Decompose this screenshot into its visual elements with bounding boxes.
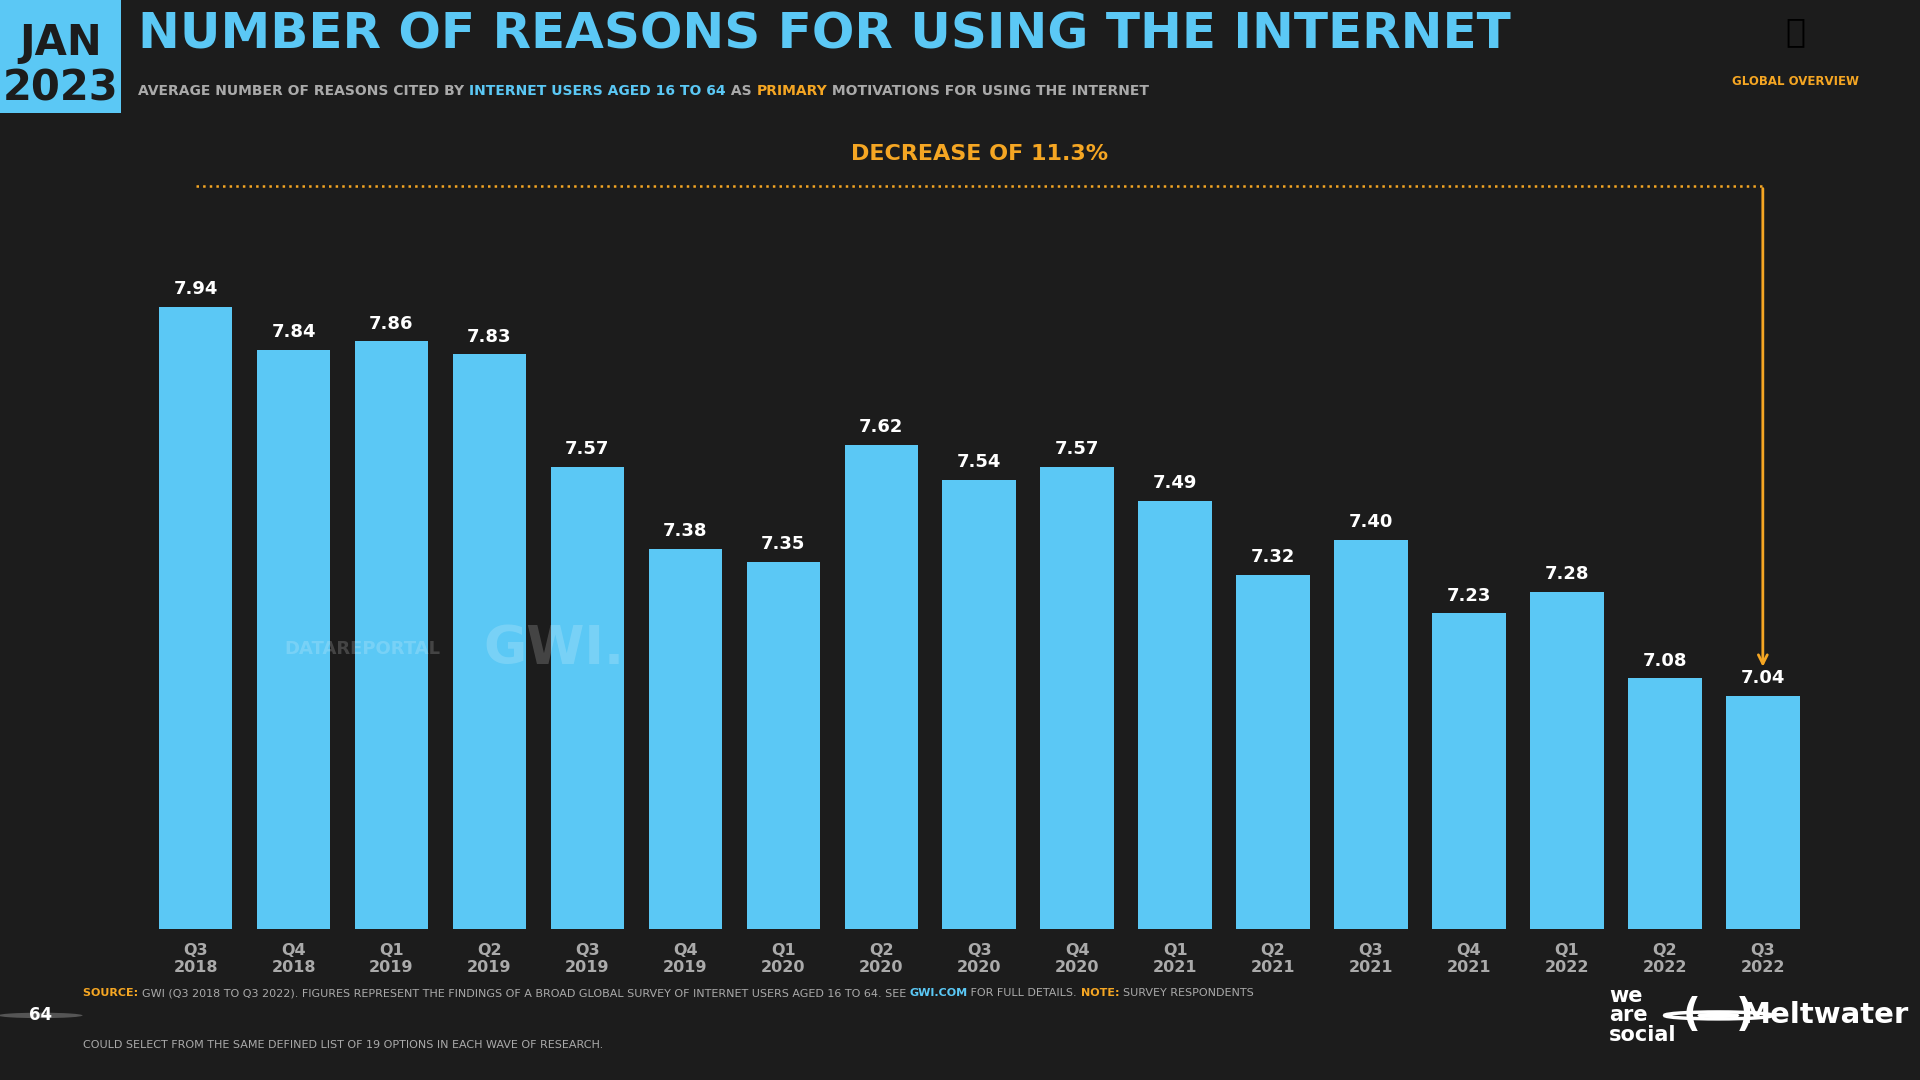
Text: GWI.COM: GWI.COM xyxy=(910,988,968,998)
Text: DATAREPORTAL: DATAREPORTAL xyxy=(284,639,440,658)
Text: 7.94: 7.94 xyxy=(173,280,217,298)
Text: MOTIVATIONS FOR USING THE INTERNET: MOTIVATIONS FOR USING THE INTERNET xyxy=(828,84,1148,97)
Bar xyxy=(1628,678,1701,929)
Text: 7.49: 7.49 xyxy=(1152,474,1198,492)
Bar xyxy=(1236,575,1309,929)
Text: 7.57: 7.57 xyxy=(564,440,609,458)
Bar xyxy=(551,467,624,929)
Text: NUMBER OF REASONS FOR USING THE INTERNET: NUMBER OF REASONS FOR USING THE INTERNET xyxy=(138,10,1511,58)
Text: 7.35: 7.35 xyxy=(760,535,806,553)
Bar xyxy=(355,341,428,929)
Text: GWI.: GWI. xyxy=(484,623,624,675)
Bar xyxy=(1726,696,1799,929)
Text: 🌍: 🌍 xyxy=(1786,15,1805,49)
Bar xyxy=(1530,592,1603,929)
Text: COULD SELECT FROM THE SAME DEFINED LIST OF 19 OPTIONS IN EACH WAVE OF RESEARCH.: COULD SELECT FROM THE SAME DEFINED LIST … xyxy=(83,1040,603,1050)
Text: 7.08: 7.08 xyxy=(1644,651,1688,670)
Text: DECREASE OF 11.3%: DECREASE OF 11.3% xyxy=(851,144,1108,164)
Text: 7.32: 7.32 xyxy=(1250,548,1296,566)
Text: 7.84: 7.84 xyxy=(271,323,315,341)
Bar xyxy=(159,307,232,929)
Bar xyxy=(1139,501,1212,929)
Bar xyxy=(453,354,526,929)
Text: GWI (Q3 2018 TO Q3 2022). FIGURES REPRESENT THE FINDINGS OF A BROAD GLOBAL SURVE: GWI (Q3 2018 TO Q3 2022). FIGURES REPRES… xyxy=(142,988,910,998)
Bar xyxy=(1334,540,1407,929)
Text: Meltwater: Meltwater xyxy=(1741,1001,1908,1029)
Text: 7.86: 7.86 xyxy=(369,314,413,333)
Text: SURVEY RESPONDENTS: SURVEY RESPONDENTS xyxy=(1123,988,1254,998)
Text: 7.38: 7.38 xyxy=(662,522,708,540)
Bar xyxy=(649,549,722,929)
Text: AS: AS xyxy=(726,84,756,97)
Text: FOR FULL DETAILS.: FOR FULL DETAILS. xyxy=(968,988,1081,998)
Text: 7.04: 7.04 xyxy=(1741,669,1786,687)
Text: GLOBAL OVERVIEW: GLOBAL OVERVIEW xyxy=(1732,76,1859,89)
Text: 2023: 2023 xyxy=(2,67,119,109)
Text: 7.28: 7.28 xyxy=(1546,565,1590,583)
Text: 7.57: 7.57 xyxy=(1054,440,1100,458)
Text: SOURCE:: SOURCE: xyxy=(83,988,142,998)
Text: 7.62: 7.62 xyxy=(858,418,904,436)
Text: we
are
social: we are social xyxy=(1609,986,1676,1044)
Text: (: ( xyxy=(1682,997,1701,1035)
Text: JAN: JAN xyxy=(19,22,102,64)
Text: AVERAGE NUMBER OF REASONS CITED BY: AVERAGE NUMBER OF REASONS CITED BY xyxy=(138,84,468,97)
Text: ): ) xyxy=(1736,997,1755,1035)
Bar xyxy=(257,350,330,929)
Text: NOTE:: NOTE: xyxy=(1081,988,1123,998)
Bar xyxy=(747,562,820,929)
Bar xyxy=(1432,613,1505,929)
Text: 64: 64 xyxy=(29,1007,52,1025)
Text: 7.83: 7.83 xyxy=(467,327,513,346)
Circle shape xyxy=(0,1013,83,1018)
Bar xyxy=(943,480,1016,929)
Text: PRIMARY: PRIMARY xyxy=(756,84,828,97)
Bar xyxy=(845,445,918,929)
Text: INTERNET USERS AGED 16 TO 64: INTERNET USERS AGED 16 TO 64 xyxy=(468,84,726,97)
Bar xyxy=(1041,467,1114,929)
Text: 7.40: 7.40 xyxy=(1350,513,1394,531)
Bar xyxy=(0,0,121,113)
Text: 7.23: 7.23 xyxy=(1448,586,1492,605)
Text: 7.54: 7.54 xyxy=(956,453,1002,471)
